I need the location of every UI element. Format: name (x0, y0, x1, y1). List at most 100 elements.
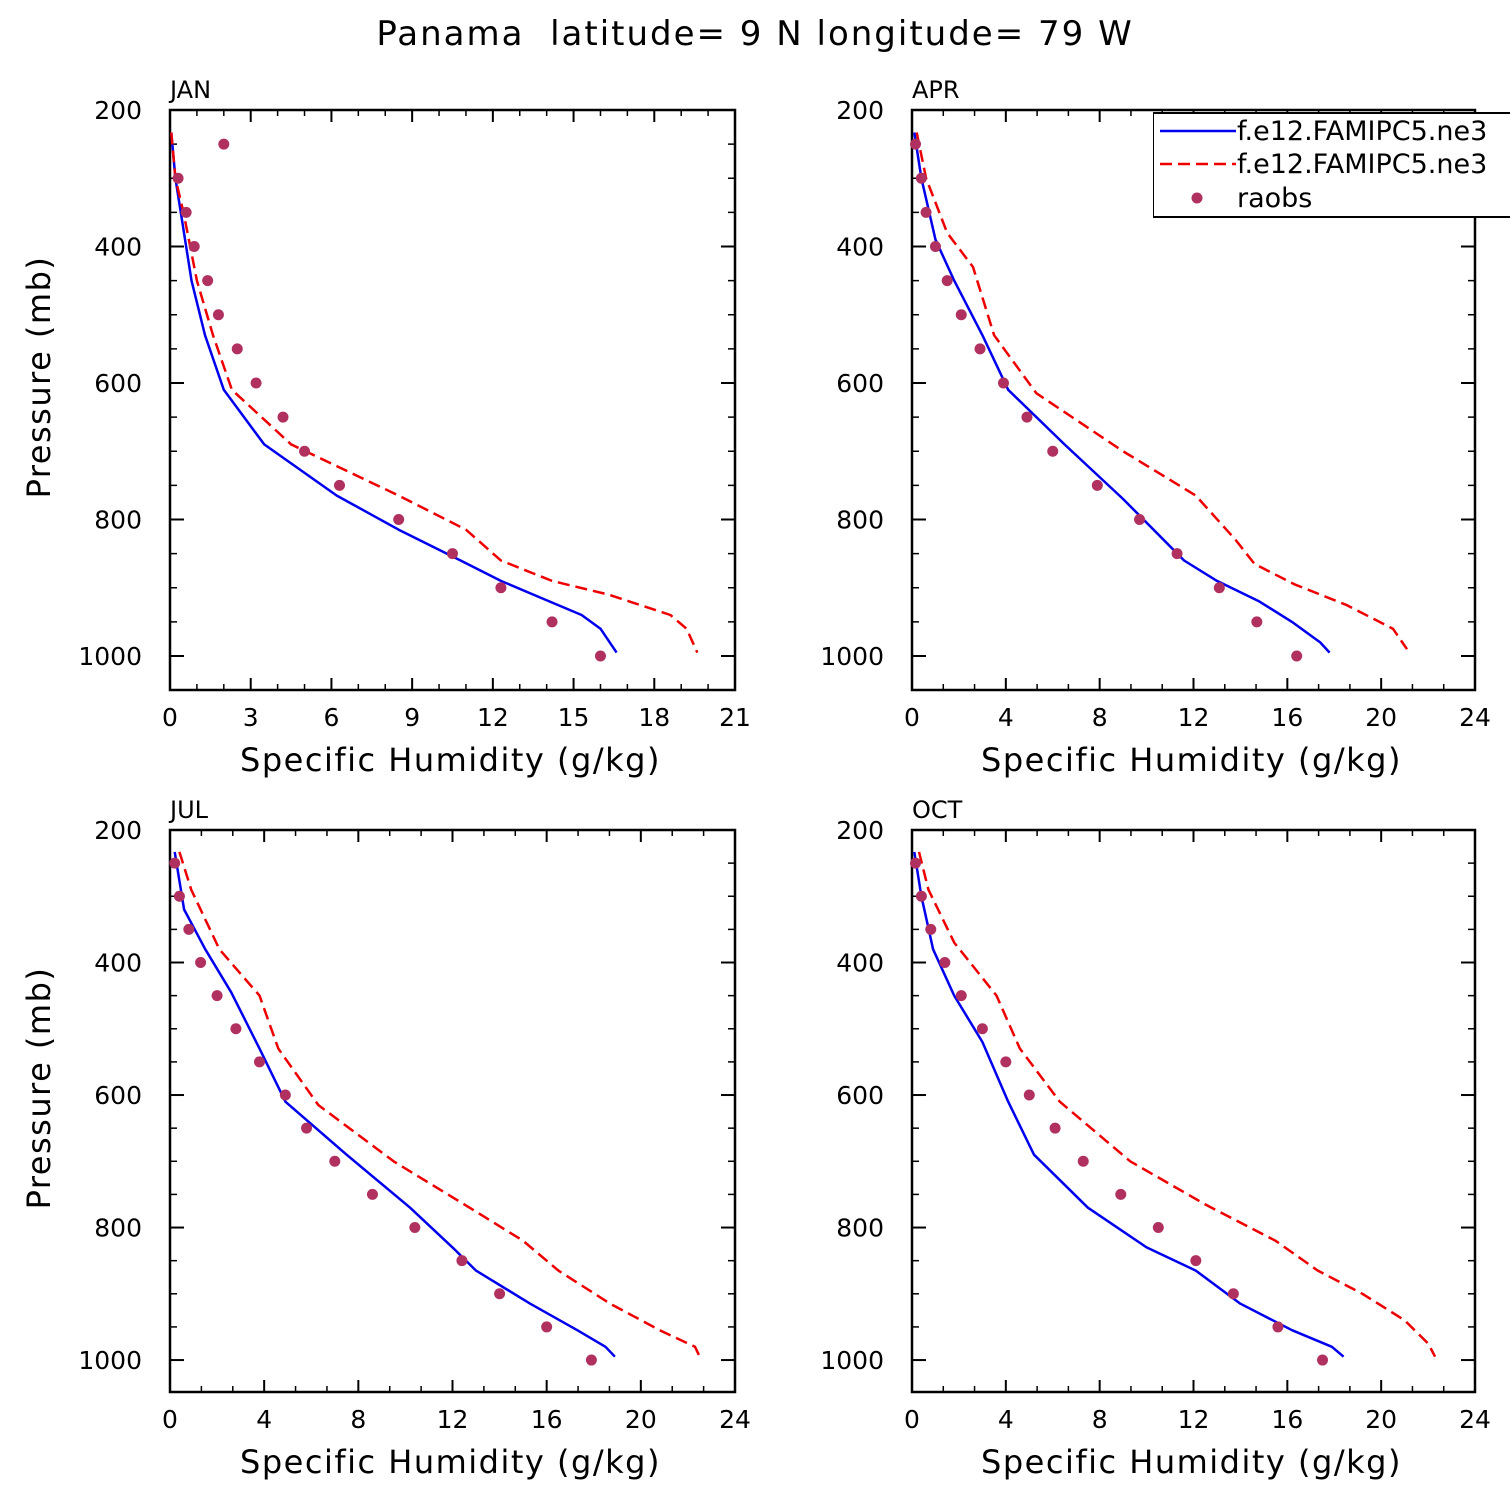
data-point (218, 138, 230, 150)
data-point (230, 1023, 242, 1035)
plot-frame (910, 828, 1477, 1394)
data-point (195, 957, 207, 969)
data-point (173, 890, 185, 902)
panel-jan: JAN 0 3 6 9 12 15 18 21 200 400 600 800 1000 Specific … (20, 76, 751, 779)
y-tick-label: 200 (836, 96, 884, 125)
legend-label: raobs (1237, 183, 1312, 214)
x-tick-label: 12 (437, 1405, 469, 1434)
x-tick-label: 21 (719, 703, 751, 732)
x-tick-label: 3 (243, 703, 259, 732)
data-point (929, 241, 941, 252)
x-tick-label: 8 (1092, 1405, 1108, 1434)
y-tick-label: 800 (836, 1214, 884, 1243)
y-tick-label: 1000 (78, 642, 142, 671)
data-point (1213, 582, 1225, 594)
data-point (1317, 1354, 1329, 1366)
y-tick-label: 800 (94, 1214, 142, 1243)
series-raobs (910, 138, 1303, 662)
data-point (250, 377, 262, 389)
x-tick-label: 24 (1459, 1405, 1491, 1434)
data-point (409, 1222, 421, 1234)
panel-label: JUL (168, 796, 209, 824)
data-point (915, 890, 927, 902)
y-tick-label: 400 (836, 949, 884, 978)
series-raobs (172, 138, 606, 662)
data-point (301, 1122, 313, 1134)
x-tick-label: 24 (719, 1405, 751, 1434)
x-tick-label: 16 (531, 1405, 563, 1434)
data-point (955, 309, 967, 321)
data-point (585, 1354, 597, 1366)
data-point (1291, 650, 1303, 662)
data-point (939, 957, 951, 969)
data-point (1021, 411, 1033, 423)
series-line-solid (170, 132, 618, 654)
x-tick-label: 8 (350, 1405, 366, 1434)
data-point (1251, 616, 1263, 628)
legend-label: f.e12.FAMIPC5.ne3 (1237, 149, 1487, 180)
data-point (393, 514, 405, 525)
x-tick-label: 0 (162, 1405, 178, 1434)
data-point (299, 445, 311, 457)
data-point (1047, 445, 1059, 457)
y-tick-label: 400 (94, 949, 142, 978)
y-axis-label: Pressure (mb) (20, 967, 58, 1210)
y-tick-label: 800 (94, 506, 142, 535)
data-point (1091, 479, 1103, 491)
y-tick-label: 200 (94, 816, 142, 845)
data-point (976, 1023, 988, 1035)
data-point (925, 923, 937, 935)
data-point (910, 857, 922, 869)
x-tick-label: 20 (1365, 703, 1397, 732)
y-tick-label: 400 (94, 233, 142, 262)
data-point (1152, 1222, 1164, 1234)
y-axis-label: Pressure (mb) (20, 256, 58, 499)
series-line-dashed (915, 132, 1409, 650)
x-tick-label: 4 (998, 1405, 1014, 1434)
series-line-solid (173, 851, 616, 1358)
x-tick-label: 12 (477, 703, 509, 732)
y-tick-label: 600 (94, 369, 142, 398)
legend-label: f.e12.FAMIPC5.ne3 (1237, 116, 1487, 147)
data-point (541, 1321, 553, 1333)
data-point (1134, 514, 1146, 525)
data-point (955, 990, 967, 1002)
y-tick-label: 200 (836, 816, 884, 845)
figure-title: Panama latitude= 9 N longitude= 79 W (376, 14, 1133, 54)
x-tick-label: 12 (1178, 703, 1210, 732)
y-tick-label: 600 (836, 1081, 884, 1110)
data-point (974, 343, 986, 355)
plot-frame (168, 108, 737, 692)
data-point (1190, 1255, 1202, 1267)
x-tick-label: 0 (904, 703, 920, 732)
data-point (910, 138, 922, 150)
panel-label: JAN (168, 76, 211, 104)
x-tick-label: 12 (1178, 1405, 1210, 1434)
y-tick-label: 200 (94, 96, 142, 125)
series-line-dashed (917, 851, 1437, 1358)
y-tick-label: 800 (836, 506, 884, 535)
panel-oct: OCT 0 4 8 12 16 20 24 200 400 600 800 1000 Specific H… (820, 796, 1491, 1481)
series-raobs (910, 857, 1329, 1366)
data-point (334, 479, 345, 491)
y-tick-label: 400 (836, 233, 884, 262)
panel-label: OCT (912, 796, 963, 824)
data-point (180, 206, 192, 218)
y-tick-label: 1000 (820, 642, 884, 671)
data-point (447, 548, 458, 560)
data-point (1115, 1188, 1127, 1200)
x-tick-label: 4 (256, 1405, 272, 1434)
data-point (997, 377, 1009, 389)
data-point (494, 1288, 506, 1300)
data-point (253, 1056, 265, 1068)
y-tick-label: 600 (94, 1081, 142, 1110)
x-tick-label: 0 (904, 1405, 920, 1434)
data-point (366, 1188, 378, 1200)
data-point (1049, 1122, 1061, 1134)
data-point (546, 616, 558, 628)
x-axis-label: Specific Humidity (g/kg) (981, 741, 1402, 779)
series-line-dashed (170, 132, 699, 654)
x-axis-label: Specific Humidity (g/kg) (240, 1443, 661, 1481)
data-point (188, 241, 200, 252)
